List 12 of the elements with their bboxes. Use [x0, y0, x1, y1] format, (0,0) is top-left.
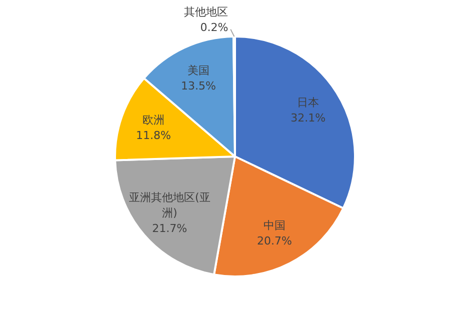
- data-label: 32.1%: [290, 112, 326, 125]
- slice-label: 其他地区: [184, 6, 228, 19]
- slice-label: 美国: [187, 64, 210, 77]
- slice-label: 中国: [263, 219, 286, 232]
- data-label: 21.7%: [152, 222, 188, 236]
- slice-label: 日本: [297, 96, 320, 110]
- data-label: 0.2%: [200, 21, 228, 34]
- slice-label: 欧洲: [142, 113, 165, 126]
- data-label: 13.5%: [180, 80, 216, 93]
- data-label: 11.8%: [136, 129, 172, 142]
- slice-label: 亚洲其他地区(亚洲): [129, 190, 210, 220]
- data-label: 20.7%: [256, 234, 292, 248]
